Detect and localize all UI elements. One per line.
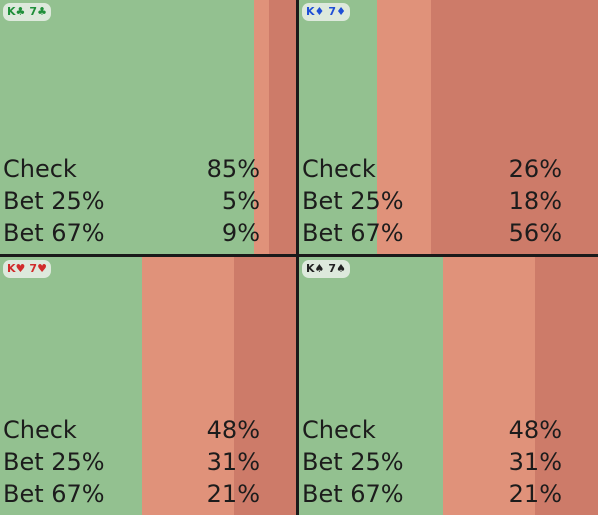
rank-2: 7 bbox=[29, 5, 38, 18]
check-frequency-bar bbox=[299, 257, 443, 515]
bet-67-frequency-bar bbox=[430, 0, 598, 254]
action-row-bet-67: Bet 67% 21% bbox=[3, 478, 293, 510]
rank-1: K bbox=[306, 262, 315, 275]
action-percent: 5% bbox=[221, 187, 260, 215]
hand-badge: K♦ 7♦ bbox=[302, 3, 350, 21]
rank-1: K bbox=[7, 262, 16, 275]
action-row-check: Check 48% bbox=[3, 414, 293, 446]
hand-badge: K♠ 7♠ bbox=[302, 260, 350, 278]
bet-25-frequency-bar bbox=[442, 257, 536, 515]
action-label: Bet 67% bbox=[3, 219, 105, 247]
rank-2: 7 bbox=[328, 5, 337, 18]
action-percent: 48% bbox=[508, 416, 562, 444]
bet-25-frequency-bar bbox=[376, 0, 431, 254]
action-row-bet-25: Bet 25% 31% bbox=[3, 446, 293, 478]
action-percent: 31% bbox=[508, 448, 562, 476]
action-label: Check bbox=[3, 416, 77, 444]
action-percent: 9% bbox=[221, 219, 260, 247]
action-list: Check 85% Bet 25% 5% Bet 67% 9% bbox=[0, 153, 296, 249]
action-row-bet-67: Bet 67% 9% bbox=[3, 217, 293, 249]
hand-panel-kd7d[interactable]: K♦ 7♦ Check 26% Bet 25% 18% Bet 67% 56% bbox=[299, 0, 598, 254]
suit-1-icon: ♣ bbox=[15, 5, 26, 18]
action-percent: 26% bbox=[508, 155, 562, 183]
action-label: Bet 67% bbox=[302, 219, 404, 247]
action-label: Bet 67% bbox=[3, 480, 105, 508]
hand-badge: K♥ 7♥ bbox=[3, 260, 51, 278]
action-percent: 31% bbox=[206, 448, 260, 476]
action-percent: 56% bbox=[508, 219, 562, 247]
suit-2-icon: ♣ bbox=[37, 5, 47, 18]
action-percent: 18% bbox=[508, 187, 562, 215]
action-label: Check bbox=[302, 416, 376, 444]
rank-1: K bbox=[306, 5, 315, 18]
rank-2: 7 bbox=[29, 262, 38, 275]
action-percent: 21% bbox=[508, 480, 562, 508]
suit-2-icon: ♥ bbox=[37, 262, 47, 275]
check-frequency-bar bbox=[299, 0, 377, 254]
action-label: Bet 25% bbox=[3, 187, 105, 215]
action-row-bet-67: Bet 67% 56% bbox=[302, 217, 595, 249]
bet-25-frequency-bar bbox=[254, 0, 270, 254]
bet-67-frequency-bar bbox=[233, 257, 296, 515]
bet-67-frequency-bar bbox=[535, 257, 598, 515]
action-label: Bet 25% bbox=[302, 187, 404, 215]
action-percent: 21% bbox=[206, 480, 260, 508]
action-row-bet-25: Bet 25% 31% bbox=[302, 446, 595, 478]
suit-1-icon: ♠ bbox=[314, 262, 325, 275]
check-frequency-bar bbox=[0, 0, 255, 254]
action-label: Check bbox=[3, 155, 77, 183]
bet-67-frequency-bar bbox=[269, 0, 296, 254]
action-row-check: Check 85% bbox=[3, 153, 293, 185]
action-row-bet-25: Bet 25% 18% bbox=[302, 185, 595, 217]
suit-2-icon: ♦ bbox=[336, 5, 346, 18]
action-list: Check 26% Bet 25% 18% Bet 67% 56% bbox=[299, 153, 598, 249]
bet-25-frequency-bar bbox=[142, 257, 234, 515]
action-label: Bet 25% bbox=[3, 448, 105, 476]
action-label: Bet 25% bbox=[302, 448, 404, 476]
action-row-bet-25: Bet 25% 5% bbox=[3, 185, 293, 217]
action-label: Bet 67% bbox=[302, 480, 404, 508]
suit-2-icon: ♠ bbox=[336, 262, 346, 275]
action-label: Check bbox=[302, 155, 376, 183]
action-row-check: Check 48% bbox=[302, 414, 595, 446]
hand-panel-kc7c[interactable]: K♣ 7♣ Check 85% Bet 25% 5% Bet 67% 9% bbox=[0, 0, 296, 254]
hand-panel-ks7s[interactable]: K♠ 7♠ Check 48% Bet 25% 31% Bet 67% 21% bbox=[299, 257, 598, 515]
hand-badge: K♣ 7♣ bbox=[3, 3, 51, 21]
hand-panel-kh7h[interactable]: K♥ 7♥ Check 48% Bet 25% 31% Bet 67% 21% bbox=[0, 257, 296, 515]
action-row-bet-67: Bet 67% 21% bbox=[302, 478, 595, 510]
suit-1-icon: ♦ bbox=[314, 5, 325, 18]
rank-1: K bbox=[7, 5, 16, 18]
action-list: Check 48% Bet 25% 31% Bet 67% 21% bbox=[0, 414, 296, 510]
suit-1-icon: ♥ bbox=[15, 262, 26, 275]
action-list: Check 48% Bet 25% 31% Bet 67% 21% bbox=[299, 414, 598, 510]
action-percent: 48% bbox=[206, 416, 260, 444]
action-percent: 85% bbox=[206, 155, 260, 183]
rank-2: 7 bbox=[328, 262, 337, 275]
check-frequency-bar bbox=[0, 257, 143, 515]
action-row-check: Check 26% bbox=[302, 153, 595, 185]
